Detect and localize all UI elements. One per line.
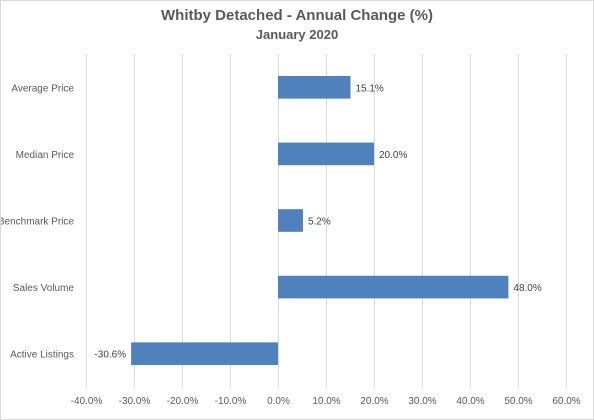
bars bbox=[131, 75, 509, 366]
chart-subtitle: January 2020 bbox=[255, 27, 339, 42]
x-tick-label: 20.0% bbox=[360, 396, 388, 407]
data-label: 5.2% bbox=[308, 217, 331, 228]
bar bbox=[131, 342, 278, 366]
x-tick-label: 40.0% bbox=[456, 396, 484, 407]
data-labels: 15.1% 20.0% 5.2% 48.0% -30.6% bbox=[94, 83, 541, 360]
gridlines bbox=[86, 54, 567, 387]
x-axis: -40.0% -30.0% -20.0% -10.0% 0.0% 10.0% 20.0% 30… bbox=[71, 396, 581, 407]
data-label: 48.0% bbox=[513, 283, 541, 294]
category-label: Median Price bbox=[16, 150, 75, 161]
bar bbox=[278, 209, 303, 232]
chart-title: Whitby Detached - Annual Change (%) bbox=[161, 7, 433, 24]
category-label: Sales Volume bbox=[13, 283, 75, 294]
data-label: 15.1% bbox=[355, 83, 383, 94]
bar bbox=[278, 142, 374, 166]
x-tick-label: 50.0% bbox=[504, 396, 532, 407]
x-tick-label: 60.0% bbox=[552, 396, 580, 407]
category-label: Active Listings bbox=[10, 350, 74, 361]
x-tick-label: -30.0% bbox=[119, 396, 151, 407]
x-tick-label: -10.0% bbox=[215, 396, 247, 407]
category-label: Benchmark Price bbox=[1, 217, 74, 228]
x-tick-label: -40.0% bbox=[71, 396, 103, 407]
bar bbox=[278, 75, 351, 99]
x-tick-label: 10.0% bbox=[312, 396, 340, 407]
data-label: -30.6% bbox=[94, 350, 126, 361]
bar bbox=[278, 275, 509, 299]
data-label: 20.0% bbox=[379, 150, 407, 161]
x-tick-label: -20.0% bbox=[167, 396, 199, 407]
x-tick-label: 0.0% bbox=[267, 396, 290, 407]
category-axis: Average Price Median Price Benchmark Price… bbox=[1, 83, 74, 360]
x-tick-label: 30.0% bbox=[408, 396, 436, 407]
category-label: Average Price bbox=[11, 83, 74, 94]
